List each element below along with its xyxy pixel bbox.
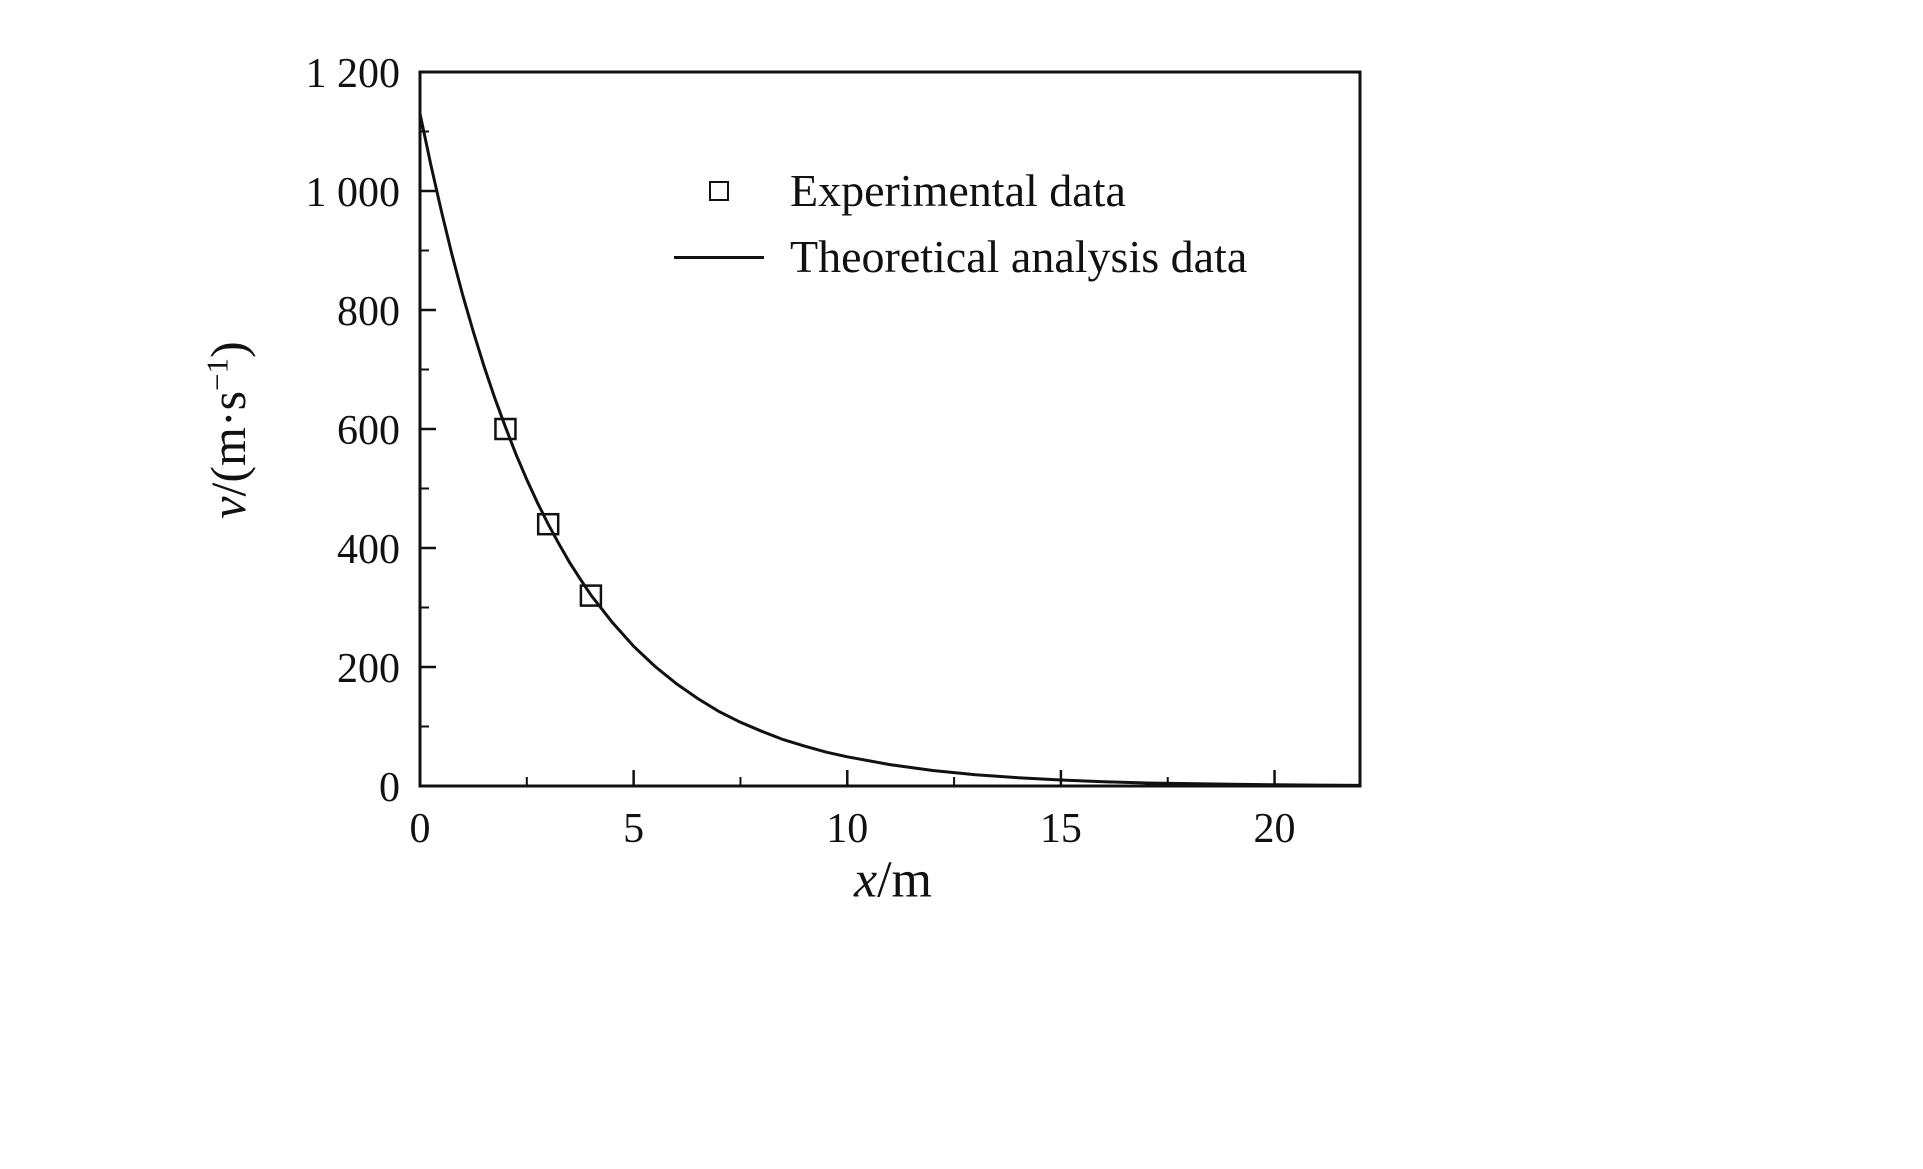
legend-item-experimental: Experimental data [648, 163, 1247, 219]
y-axis-unit: /(m·s [200, 390, 256, 497]
x-tick-label: 0 [410, 806, 431, 852]
y-axis-unit-exponent: −1 [199, 357, 235, 391]
x-tick-label: 5 [623, 806, 644, 852]
legend-marker-cell [648, 181, 790, 201]
markers-experimental [494, 417, 603, 607]
y-tick-label: 1 200 [306, 51, 401, 97]
y-tick-label: 1 000 [306, 170, 401, 216]
y-tick-label: 200 [337, 646, 400, 692]
legend-item-theoretical: Theoretical analysis data [648, 229, 1247, 285]
x-tick-label: 20 [1254, 806, 1296, 852]
data-point-square [536, 512, 560, 536]
y-tick-label: 0 [379, 765, 400, 811]
data-point-square [494, 417, 517, 441]
x-axis-variable: x [854, 851, 878, 909]
x-axis-label: x/m [854, 851, 932, 910]
data-point-square [579, 584, 603, 607]
x-tick-label: 15 [1040, 806, 1082, 852]
square-marker-icon [709, 181, 729, 201]
y-axis-ticks: 0 200 400 600 800 1 000 1 200 [306, 51, 436, 811]
y-axis-label: v/(m·s−1) [199, 341, 257, 518]
curve-theoretical [418, 113, 1361, 787]
x-tick-label: 10 [826, 806, 868, 852]
y-axis-variable: v [200, 496, 256, 519]
x-axis-unit: /m [877, 851, 932, 909]
legend-label-experimental: Experimental data [790, 165, 1126, 216]
y-tick-label: 800 [337, 289, 400, 335]
y-tick-label: 600 [337, 408, 400, 454]
legend-marker-cell [648, 255, 790, 259]
y-tick-label: 400 [337, 527, 400, 573]
line-marker-icon [674, 255, 764, 259]
legend: Experimental data Theoretical analysis d… [648, 163, 1247, 285]
legend-label-theoretical: Theoretical analysis data [790, 231, 1248, 282]
x-axis-ticks: 0 5 10 15 20 [410, 770, 1296, 852]
y-axis-unit-close: ) [200, 341, 256, 358]
